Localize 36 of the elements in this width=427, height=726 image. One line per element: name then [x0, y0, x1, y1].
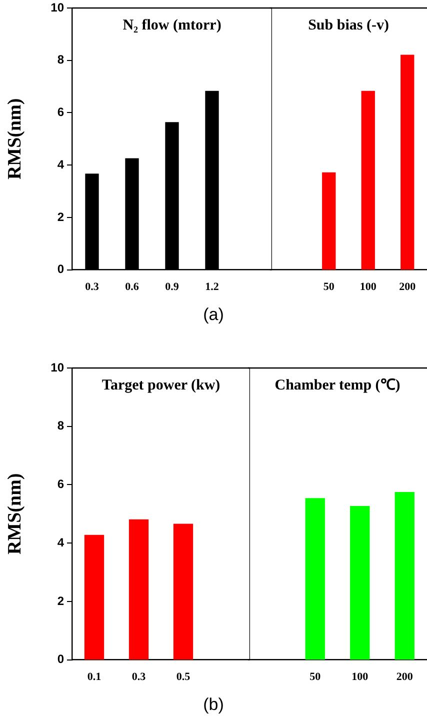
text: Target power (kw)	[102, 377, 220, 394]
text: (a)	[202, 305, 225, 325]
x-tick-label: 200	[396, 671, 414, 684]
text: N₂ flow (mtorr)	[122, 17, 222, 34]
y-tick-label: 8	[57, 418, 64, 433]
y-tick-label: 10	[50, 360, 64, 374]
x-tick-label: 0.9	[165, 281, 180, 294]
x-tick-label: 100	[352, 671, 369, 684]
x-tick-label: 50	[323, 281, 335, 294]
bar	[173, 524, 194, 660]
bar	[128, 519, 149, 660]
y-tick-label: 10	[50, 0, 64, 14]
y-axis-title: RMS(nm)	[4, 473, 26, 555]
x-tick-label: 100	[360, 281, 377, 294]
text: (b)	[202, 695, 225, 715]
y-tick-label: 2	[57, 210, 64, 224]
y-axis-title: RMS(nm)	[4, 98, 26, 180]
x-tick-label: 200	[399, 281, 416, 294]
x-tick-label: 0.3	[132, 671, 146, 684]
y-tick-label: 6	[57, 477, 64, 492]
y-tick-label: 0	[57, 652, 64, 666]
x-tick-label: 0.1	[87, 671, 102, 684]
x-tick-label: 0.6	[125, 281, 140, 294]
y-tick-label: 4	[57, 535, 64, 550]
y-tick-label: 0	[57, 262, 64, 276]
y-tick-label: 2	[57, 594, 64, 608]
bar	[84, 534, 104, 660]
x-tick-label: 0.5	[176, 671, 191, 684]
text: Chamber temp (℃)	[274, 377, 400, 394]
x-tick-label: 1.2	[205, 281, 220, 294]
y-tick-label: 6	[57, 105, 64, 120]
x-tick-label: 0.3	[85, 281, 100, 294]
x-tick-label: 50	[310, 671, 322, 684]
text: Sub bias (-v)	[308, 17, 389, 34]
y-tick-label: 8	[57, 52, 64, 67]
y-tick-label: 4	[57, 157, 64, 172]
